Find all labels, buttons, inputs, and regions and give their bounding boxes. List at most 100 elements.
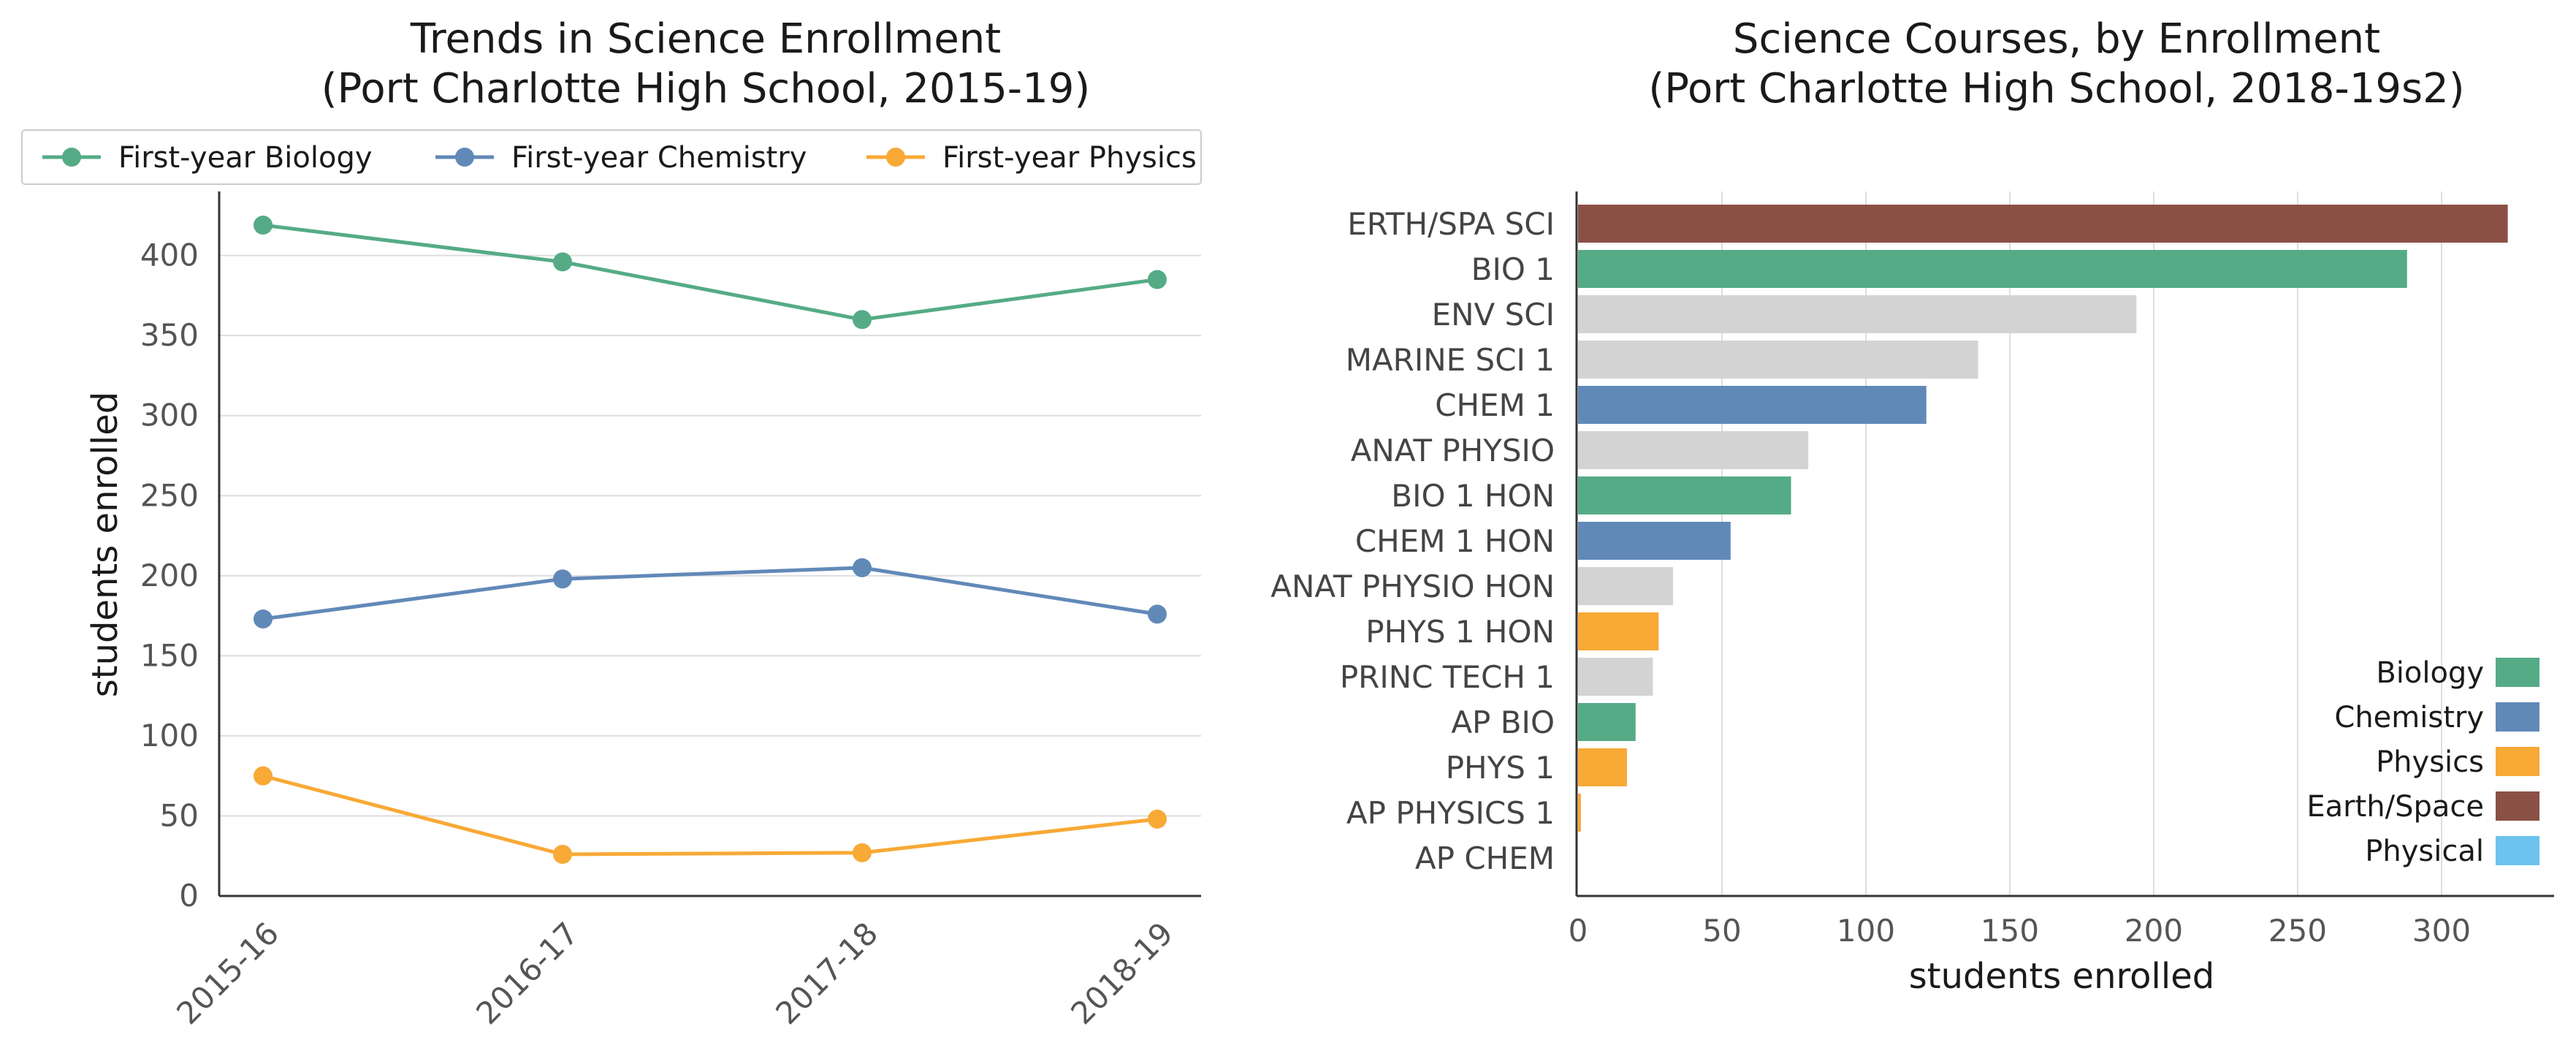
x-tick-label: 2016-17 bbox=[469, 915, 585, 1031]
series-line bbox=[262, 223, 1158, 322]
category-label: BIO 1 HON bbox=[1391, 478, 1555, 514]
bar bbox=[1578, 476, 1791, 514]
data-point bbox=[1148, 270, 1167, 289]
bar bbox=[1578, 612, 1659, 650]
data-point bbox=[553, 845, 572, 865]
bars bbox=[1578, 205, 2508, 832]
bar bbox=[1578, 205, 2508, 243]
x-tick-label: 2015-16 bbox=[169, 915, 286, 1031]
legend-marker bbox=[886, 148, 905, 167]
data-point bbox=[1148, 809, 1167, 829]
x-tick-label: 200 bbox=[2125, 913, 2183, 949]
category-label: ENV SCI bbox=[1432, 297, 1555, 333]
bar bbox=[1578, 386, 1927, 424]
x-axis-label: students enrolled bbox=[1909, 956, 2214, 997]
legend-marker bbox=[62, 148, 81, 167]
category-labels: ERTH/SPA SCI BIO 1 ENV SCI MARINE SCI 1 CHEM… bbox=[1270, 206, 1555, 876]
x-tick-label: 150 bbox=[1981, 913, 2039, 949]
data-point bbox=[853, 843, 872, 862]
bar bbox=[1578, 431, 1809, 469]
bar bbox=[1578, 295, 2137, 333]
y-tick-label: 200 bbox=[140, 558, 199, 593]
legend-label: Chemistry bbox=[2334, 701, 2484, 734]
data-point bbox=[553, 569, 572, 589]
course-enrollment-bar-chart: Science Courses, by Enrollment (Port Cha… bbox=[1270, 15, 2554, 997]
axes bbox=[218, 191, 1201, 897]
category-label: AP CHEM bbox=[1415, 840, 1555, 876]
chart-title-line-2: (Port Charlotte High School, 2015-19) bbox=[321, 65, 1090, 113]
gridlines bbox=[219, 254, 1201, 817]
category-label: PHYS 1 HON bbox=[1365, 614, 1555, 650]
data-point bbox=[254, 766, 273, 786]
data-point bbox=[254, 216, 273, 235]
data-point bbox=[1148, 604, 1167, 624]
bar bbox=[1578, 250, 2407, 288]
y-tick-label: 0 bbox=[179, 878, 199, 913]
y-tick-label: 150 bbox=[140, 637, 199, 673]
axes bbox=[1575, 191, 2554, 897]
bar bbox=[1578, 341, 1978, 379]
data-point bbox=[254, 609, 273, 628]
data-point bbox=[553, 252, 572, 272]
data-point bbox=[853, 310, 872, 330]
legend-swatch bbox=[2496, 791, 2539, 821]
category-label: ANAT PHYSIO bbox=[1351, 433, 1555, 468]
y-tick-label: 250 bbox=[140, 477, 199, 513]
bar bbox=[1578, 748, 1627, 786]
category-label: AP PHYSICS 1 bbox=[1346, 795, 1555, 831]
y-tick-label: 100 bbox=[140, 718, 199, 753]
series-line bbox=[262, 566, 1158, 621]
category-label: MARINE SCI 1 bbox=[1346, 342, 1555, 378]
chart-title-line-2: (Port Charlotte High School, 2018-19s2) bbox=[1648, 65, 2464, 113]
category-label: CHEM 1 HON bbox=[1355, 523, 1555, 559]
x-tick-label: 300 bbox=[2412, 913, 2471, 949]
legend-swatch bbox=[2496, 836, 2539, 865]
x-tick-label: 100 bbox=[1837, 913, 1895, 949]
y-tick-label: 50 bbox=[160, 797, 199, 833]
y-tick-label: 350 bbox=[140, 317, 199, 353]
bar bbox=[1578, 703, 1636, 741]
legend-swatch bbox=[2496, 702, 2539, 732]
y-axis-label: students enrolled bbox=[85, 392, 126, 697]
chart-title-line-1: Trends in Science Enrollment bbox=[410, 15, 1001, 63]
enrollment-trends-line-chart: Trends in Science Enrollment (Port Charl… bbox=[21, 15, 1202, 1031]
chart-title-line-1: Science Courses, by Enrollment bbox=[1733, 15, 2380, 63]
x-tick-label: 50 bbox=[1702, 913, 1741, 949]
series-lines bbox=[254, 216, 1167, 865]
legend-label: Earth/Space bbox=[2306, 790, 2484, 824]
legend-box bbox=[21, 129, 1202, 185]
legend-label: First-year Biology bbox=[118, 141, 373, 175]
category-label: PHYS 1 bbox=[1446, 750, 1555, 786]
category-label: CHEM 1 bbox=[1435, 387, 1555, 423]
y-tick-label: 300 bbox=[140, 398, 199, 433]
x-tick-labels: 0 50 100 150 200 250 300 bbox=[1569, 913, 2471, 949]
category-label: ANAT PHYSIO HON bbox=[1270, 569, 1555, 604]
legend-label: First-year Physics bbox=[942, 141, 1197, 175]
y-tick-label: 400 bbox=[140, 238, 199, 273]
legend-label: First-year Chemistry bbox=[511, 141, 807, 175]
legend-marker bbox=[455, 148, 474, 167]
x-tick-label: 0 bbox=[1569, 913, 1588, 949]
x-tick-label: 2017-18 bbox=[769, 915, 885, 1031]
bar bbox=[1578, 567, 1674, 605]
legend: First-year Biology First-year Chemistry Fi… bbox=[42, 141, 1197, 175]
legend-swatch bbox=[2496, 658, 2539, 687]
legend-label: Physical bbox=[2365, 835, 2484, 868]
series-line bbox=[262, 774, 1158, 856]
category-label: PRINC TECH 1 bbox=[1340, 659, 1555, 695]
category-label: AP BIO bbox=[1451, 704, 1555, 740]
legend: Biology Chemistry Physics Earth/Space Physic… bbox=[2306, 656, 2539, 868]
bar bbox=[1578, 522, 1731, 560]
bar bbox=[1578, 658, 1653, 696]
legend-label: Physics bbox=[2376, 745, 2484, 779]
x-tick-label: 2018-19 bbox=[1064, 915, 1180, 1031]
x-tick-label: 250 bbox=[2268, 913, 2327, 949]
bar bbox=[1578, 794, 1581, 832]
data-point bbox=[853, 558, 872, 577]
x-tick-labels: 2015-16 2016-17 2017-18 2018-19 bbox=[169, 915, 1180, 1031]
legend-swatch bbox=[2496, 747, 2539, 776]
legend-label: Biology bbox=[2376, 656, 2484, 690]
category-label: ERTH/SPA SCI bbox=[1347, 206, 1555, 242]
category-label: BIO 1 bbox=[1471, 251, 1555, 287]
